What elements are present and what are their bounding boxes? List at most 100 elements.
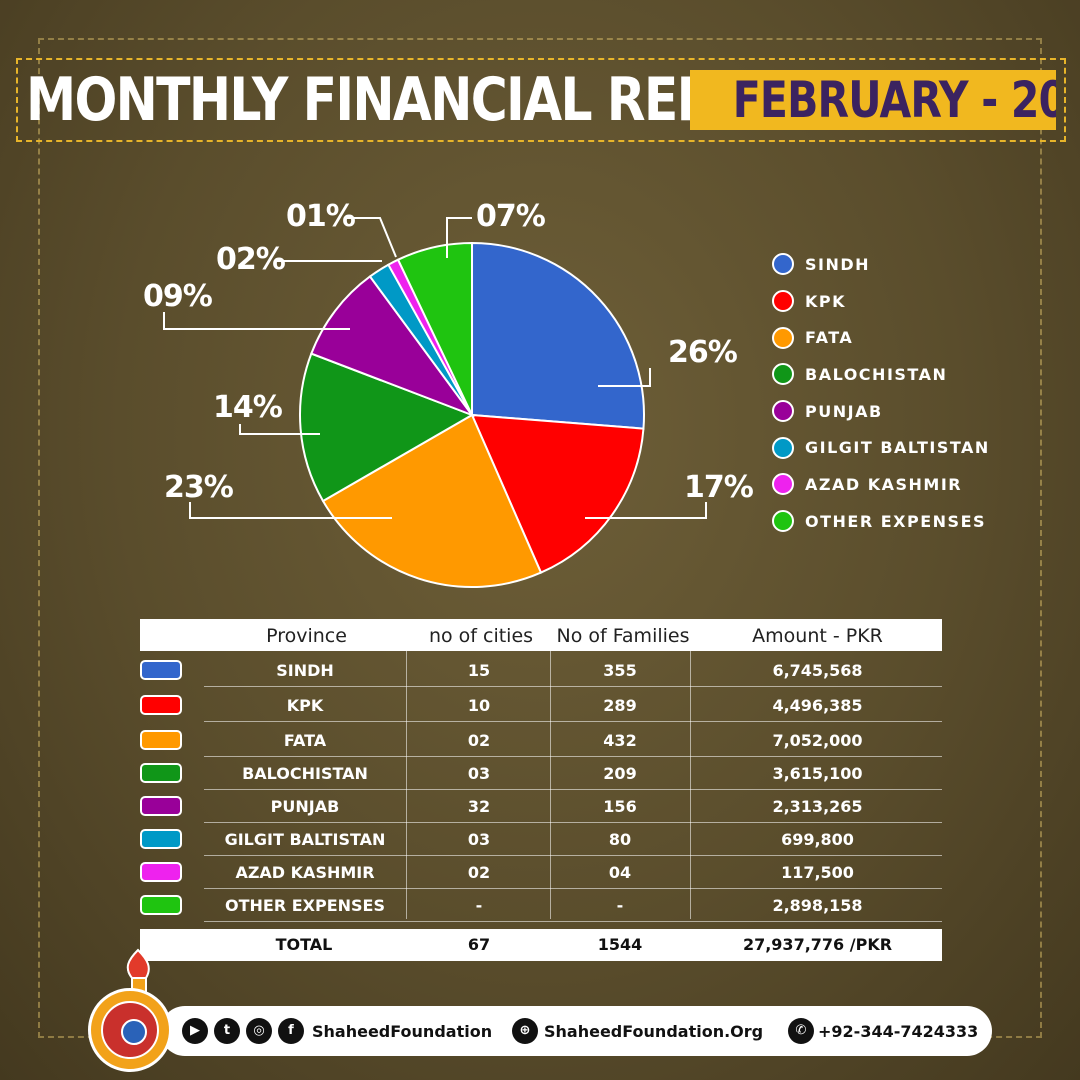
total-label: TOTAL bbox=[275, 935, 333, 954]
report-month-text: FEBRUARY - 2025 bbox=[732, 71, 1056, 129]
legend-swatch bbox=[772, 473, 794, 496]
row-divider bbox=[204, 789, 942, 790]
row-divider bbox=[204, 855, 942, 856]
leader-line-other bbox=[446, 217, 472, 258]
cell-cities: 10 bbox=[467, 696, 491, 715]
leader-line-balochistan bbox=[239, 424, 320, 435]
header-cities: no of cities bbox=[428, 625, 534, 647]
cell-cities: 32 bbox=[467, 797, 491, 816]
legend-label: PUNJAB bbox=[805, 401, 883, 421]
table-header: Province no of cities No of Families Amo… bbox=[140, 619, 942, 651]
phone-icon[interactable]: ✆ bbox=[788, 1018, 814, 1044]
legend-item: SINDH bbox=[772, 246, 1022, 283]
cell-province: FATA bbox=[283, 731, 327, 750]
pie-slice-kpk bbox=[470, 413, 645, 574]
pct-label-sindh: 26% bbox=[668, 335, 738, 370]
legend-label: SINDH bbox=[805, 254, 871, 274]
row-color-swatch bbox=[140, 730, 182, 750]
row-divider bbox=[204, 686, 942, 687]
legend-swatch bbox=[772, 326, 794, 349]
pct-label-punjab: 09% bbox=[143, 279, 213, 314]
cell-families: 289 bbox=[603, 696, 637, 715]
leader-line-fata bbox=[189, 502, 392, 519]
youtube-icon[interactable]: ▶ bbox=[182, 1018, 208, 1044]
table-row: OTHER EXPENSES - - 2,898,158 bbox=[140, 889, 942, 922]
table-row: SINDH 15 355 6,745,568 bbox=[140, 654, 942, 687]
column-divider bbox=[406, 651, 407, 919]
title-frame bbox=[16, 58, 1066, 142]
pct-label-fata: 23% bbox=[164, 470, 234, 505]
logo-inner-emblem bbox=[101, 1001, 159, 1059]
row-color-swatch bbox=[140, 660, 182, 680]
cell-province: PUNJAB bbox=[270, 797, 340, 816]
pie-slice-punjab bbox=[310, 275, 475, 418]
logo-globe-icon bbox=[121, 1019, 147, 1045]
legend-label: AZAD KASHMIR bbox=[805, 474, 963, 494]
cell-province: KPK bbox=[286, 696, 324, 715]
legend-label: KPK bbox=[805, 291, 847, 311]
cell-families: 209 bbox=[603, 764, 637, 783]
row-divider bbox=[204, 921, 942, 922]
pct-label-kpk: 17% bbox=[684, 470, 754, 505]
table-row: AZAD KASHMIR 02 04 117,500 bbox=[140, 856, 942, 889]
financial-table: Province no of cities No of Families Amo… bbox=[140, 619, 942, 961]
leader-line-azad bbox=[347, 217, 397, 258]
cell-province: BALOCHISTAN bbox=[242, 764, 368, 783]
row-color-swatch bbox=[140, 829, 182, 849]
row-divider bbox=[204, 888, 942, 889]
cell-amount: 7,052,000 bbox=[772, 731, 863, 750]
column-divider bbox=[690, 651, 691, 919]
legend-swatch bbox=[772, 510, 794, 533]
table-total-row: TOTAL 67 1544 27,937,776 /PKR bbox=[140, 929, 942, 961]
legend-swatch bbox=[772, 363, 794, 386]
phone-number[interactable]: +92-344-7424333 bbox=[818, 1022, 979, 1041]
website-link[interactable]: ShaheedFoundation.Org bbox=[544, 1022, 764, 1041]
cell-cities: - bbox=[475, 896, 483, 915]
total-cities: 67 bbox=[467, 935, 491, 954]
cell-families: 355 bbox=[603, 661, 637, 680]
cell-cities: 02 bbox=[467, 731, 491, 750]
facebook-icon[interactable]: f bbox=[278, 1018, 304, 1044]
table-row: BALOCHISTAN 03 209 3,615,100 bbox=[140, 757, 942, 790]
header-families: No of Families bbox=[556, 625, 690, 647]
table-row: KPK 10 289 4,496,385 bbox=[140, 689, 942, 722]
cell-families: - bbox=[616, 896, 624, 915]
column-divider bbox=[550, 651, 551, 919]
legend-label: OTHER EXPENSES bbox=[805, 511, 987, 531]
row-color-swatch bbox=[140, 862, 182, 882]
pie-slice-fata bbox=[321, 413, 543, 588]
pie-chart: 26% 17% 23% 14% 09% 02% 01% 07% bbox=[143, 217, 754, 588]
row-divider bbox=[204, 756, 942, 757]
cell-province: GILGIT BALTISTAN bbox=[224, 830, 386, 849]
row-color-swatch bbox=[140, 763, 182, 783]
pie-slice-balochistan bbox=[299, 352, 475, 503]
cell-amount: 2,313,265 bbox=[772, 797, 863, 816]
legend-item: GILGIT BALTISTAN bbox=[772, 429, 1022, 466]
social-handle-link[interactable]: ShaheedFoundation bbox=[312, 1022, 493, 1041]
cell-province: AZAD KASHMIR bbox=[235, 863, 375, 882]
pie-slice-other-expenses bbox=[396, 241, 473, 416]
pie-slice-sindh bbox=[471, 241, 645, 430]
pct-label-gilgit: 02% bbox=[216, 242, 286, 277]
cell-province: OTHER EXPENSES bbox=[224, 896, 385, 915]
legend-swatch bbox=[772, 400, 794, 423]
report-month-badge: FEBRUARY - 2025 bbox=[690, 70, 1056, 130]
header-province: Province bbox=[266, 625, 347, 647]
globe-icon[interactable]: ⊕ bbox=[512, 1018, 538, 1044]
legend-label: FATA bbox=[805, 328, 854, 348]
cell-amount: 699,800 bbox=[781, 830, 854, 849]
legend-label: GILGIT BALTISTAN bbox=[805, 438, 990, 458]
page-title: MONTHLY FINANCIAL REPORT bbox=[26, 65, 822, 135]
legend-item: FATA bbox=[772, 319, 1022, 356]
cell-cities: 03 bbox=[467, 764, 491, 783]
header-amount: Amount - PKR bbox=[752, 625, 883, 647]
legend-swatch bbox=[772, 436, 794, 459]
row-divider bbox=[204, 721, 942, 722]
foundation-logo[interactable] bbox=[88, 988, 172, 1072]
twitter-icon[interactable]: t bbox=[214, 1018, 240, 1044]
legend-swatch bbox=[772, 290, 794, 313]
instagram-icon[interactable]: ◎ bbox=[246, 1018, 272, 1044]
leader-line-sindh bbox=[598, 368, 651, 387]
cell-families: 80 bbox=[608, 830, 632, 849]
cell-cities: 03 bbox=[467, 830, 491, 849]
